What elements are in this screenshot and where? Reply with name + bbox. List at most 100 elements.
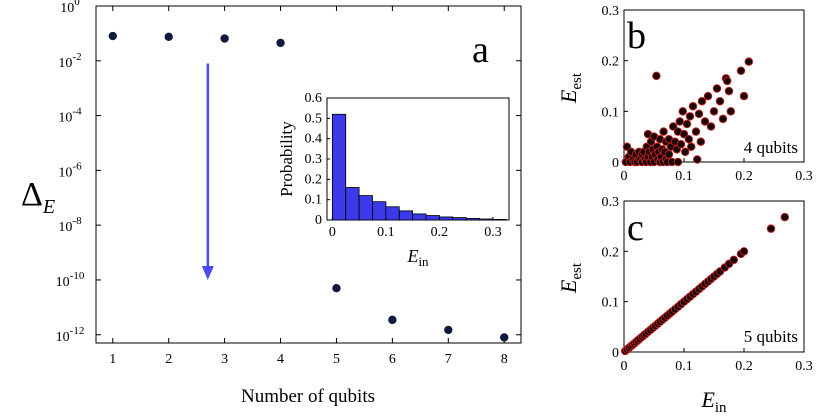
panel-c-y-label: Eest xyxy=(556,262,585,294)
panel-c-x-label-sub: in xyxy=(715,400,727,416)
inset-x-label-sub: in xyxy=(418,254,429,269)
inset-y-tick-label: 0.4 xyxy=(305,132,323,147)
y-tick-base: 10 xyxy=(58,220,72,235)
inset-x-ticks: 0 0.1 0.2 0.3 xyxy=(329,217,502,240)
panel-c-y-label-sub: est xyxy=(569,262,585,279)
y-tick-exp: -6 xyxy=(72,160,82,172)
inset-bars xyxy=(331,113,507,221)
data-point xyxy=(444,325,453,335)
data-point xyxy=(678,107,688,116)
y-tick-exp: -4 xyxy=(72,106,82,118)
y-tick-label: 0.3 xyxy=(602,4,620,19)
x-tick-label: 7 xyxy=(445,352,452,367)
panel-b-letter: b xyxy=(627,15,646,57)
histogram-bar xyxy=(465,217,480,221)
data-point xyxy=(664,150,674,159)
data-point xyxy=(709,107,719,116)
x-tick-label: 1 xyxy=(109,352,116,367)
data-point xyxy=(712,84,722,93)
x-tick-label: 0.1 xyxy=(675,359,693,374)
data-point xyxy=(676,140,686,149)
histogram-bar xyxy=(425,215,440,221)
panel-c: 0 0.1 0.2 0.3 0 0.1 0.2 0.3 Eest Ein c 5 qubit… xyxy=(556,195,813,416)
panel-a-y-label-main: Δ xyxy=(21,176,43,213)
panel-c-y-label-main: E xyxy=(556,279,581,294)
inset-x-tick-label: 0.1 xyxy=(377,225,395,240)
data-point xyxy=(686,142,696,152)
x-tick-label: 4 xyxy=(277,352,284,367)
panel-b-y-label-main: E xyxy=(556,89,581,104)
y-tick-exp: -12 xyxy=(70,325,85,337)
x-tick-label: 0 xyxy=(621,169,628,184)
inset-x-tick-label: 0.3 xyxy=(484,225,502,240)
data-point xyxy=(108,31,117,41)
inset-x-label: Ein xyxy=(406,246,429,269)
inset-y-tick-label: 0.2 xyxy=(305,172,323,187)
data-point xyxy=(682,119,692,129)
x-tick-label: 6 xyxy=(389,352,396,367)
y-tick-label: 0.2 xyxy=(602,55,620,70)
y-tick-label: 10-12 xyxy=(56,325,85,345)
y-tick-exp: -2 xyxy=(72,51,81,63)
data-point xyxy=(739,247,749,256)
panel-a-y-label: ΔE xyxy=(21,176,55,218)
panel-b-y-label-sub: est xyxy=(569,72,585,89)
data-point xyxy=(706,122,716,131)
panel-a-points xyxy=(108,31,509,342)
y-tick-base: 10 xyxy=(60,1,74,16)
histogram-bar xyxy=(439,216,454,221)
panel-c-x-ticks: 0 0.1 0.2 0.3 xyxy=(621,348,813,374)
data-point xyxy=(679,129,689,139)
panel-c-x-label-main: E xyxy=(700,387,715,412)
data-point xyxy=(726,107,736,116)
histogram-bar xyxy=(358,195,373,221)
panel-b-x-ticks: 0 0.1 0.2 0.3 xyxy=(621,158,813,184)
inset-x-label-main: E xyxy=(406,246,418,266)
y-tick-label: 10-8 xyxy=(58,215,82,235)
inset-y-tick-label: 0.6 xyxy=(305,91,323,106)
data-point xyxy=(659,127,668,136)
data-point xyxy=(388,315,397,325)
data-point xyxy=(697,96,707,106)
data-point xyxy=(673,157,683,167)
x-tick-label: 2 xyxy=(165,352,172,367)
panel-c-points xyxy=(620,212,790,356)
inset-y-label: Probability xyxy=(277,121,296,197)
data-point xyxy=(675,117,685,126)
panel-b-points xyxy=(621,57,754,167)
histogram-bar xyxy=(345,187,360,221)
y-tick-label: 10-2 xyxy=(58,51,81,71)
y-tick-label: 0 xyxy=(612,346,619,361)
panel-b-frame xyxy=(623,9,805,163)
data-point xyxy=(691,127,701,136)
y-tick-label: 10-4 xyxy=(58,106,82,126)
data-point xyxy=(729,255,739,265)
data-point xyxy=(332,284,341,293)
data-point xyxy=(766,224,776,233)
panel-b-y-label: Eest xyxy=(556,72,585,104)
data-point xyxy=(688,102,698,111)
panel-c-y-ticks: 0 0.1 0.2 0.3 xyxy=(602,195,628,361)
data-point xyxy=(500,333,509,342)
panel-a-y-label-sub: E xyxy=(42,196,55,218)
histogram-bar xyxy=(492,218,507,221)
data-point xyxy=(680,147,690,157)
inset-y-tick-label: 0 xyxy=(315,213,322,228)
x-tick-label: 0.1 xyxy=(675,169,693,184)
data-point xyxy=(276,38,285,48)
panel-a-frame xyxy=(95,5,522,344)
panel-a-arrow xyxy=(201,63,214,280)
data-point xyxy=(722,76,732,86)
data-point xyxy=(744,57,754,66)
data-point xyxy=(684,134,694,144)
inset-x-tick-label: 0.2 xyxy=(431,225,449,240)
histogram-bar xyxy=(331,113,347,221)
inset-y-tick-label: 0.5 xyxy=(305,111,323,126)
y-tick-exp: -8 xyxy=(72,215,82,227)
histogram-bar xyxy=(479,218,494,221)
histogram-bar xyxy=(372,201,387,221)
panel-c-x-label: Ein xyxy=(700,387,727,416)
data-point xyxy=(696,137,706,146)
